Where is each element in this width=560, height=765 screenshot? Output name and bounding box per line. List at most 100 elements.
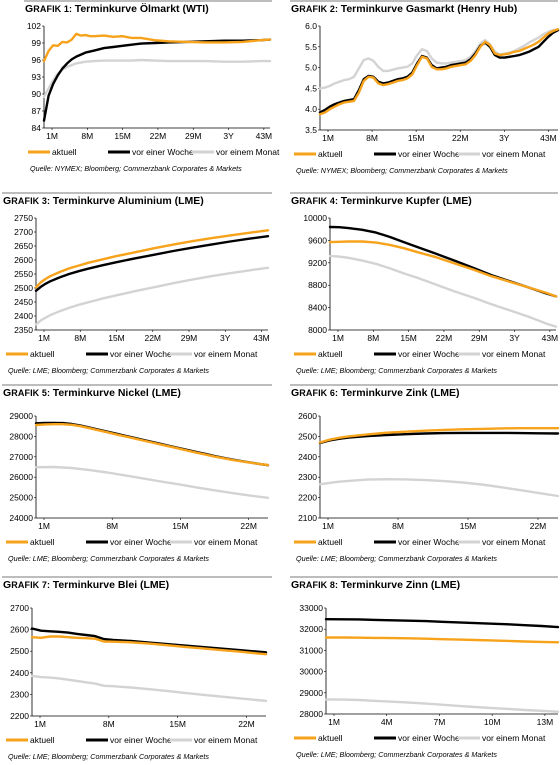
chart-number: GRAFIK 8:	[291, 579, 341, 591]
panel-header-rule	[2, 576, 272, 578]
series-line-vor-einem-monat	[328, 254, 558, 328]
y-tick-label: 2300	[298, 472, 317, 482]
y-tick-label: 5.5	[305, 42, 317, 52]
x-tick-label: 22M	[436, 333, 453, 343]
legend-label: vor einer Woche	[398, 349, 460, 359]
x-tick-label: 8M	[103, 719, 115, 729]
y-tick-label: 102	[27, 21, 41, 31]
chart-number: GRAFIK 4:	[291, 195, 341, 207]
y-tick-label: 2350	[14, 325, 33, 335]
chart-title: GRAFIK 2: Terminkurve Gasmarkt (Henry Hu…	[291, 3, 517, 15]
x-tick-label: 1M	[46, 131, 58, 141]
chart-title-text: Terminkurve Kupfer (LME)	[340, 195, 472, 207]
y-tick-label: 29000	[9, 411, 33, 421]
legend-label: vor einer Woche	[132, 147, 194, 157]
y-tick-label: 2400	[298, 452, 317, 462]
y-tick-label: 2500	[14, 283, 33, 293]
legend-label: aktuell	[30, 537, 55, 547]
x-tick-label: 8M	[81, 131, 93, 141]
series-line-vor-einer-woche	[34, 235, 270, 293]
x-tick-label: 8M	[106, 521, 118, 531]
x-tick-label: 29M	[181, 333, 198, 343]
x-tick-label: 3Y	[223, 131, 234, 141]
chart-number: GRAFIK 6:	[291, 387, 341, 399]
x-tick-label: 1M	[38, 521, 50, 531]
x-tick-label: 1M	[34, 719, 46, 729]
chart-title: GRAFIK 3: Terminkurve Aluminium (LME)	[3, 195, 204, 207]
chart-panel-aluminium: GRAFIK 3: Terminkurve Aluminium (LME) 235…	[2, 192, 272, 382]
series-line-aktuell	[318, 427, 560, 444]
x-tick-label: 15M	[408, 133, 425, 143]
x-tick-label: 43M	[542, 333, 559, 343]
x-tick-label: 8M	[367, 333, 379, 343]
legend-label: aktuell	[318, 149, 343, 159]
legend-label: aktuell	[318, 733, 343, 743]
series-line-aktuell	[318, 28, 560, 116]
x-tick-label: 29M	[471, 333, 488, 343]
series-line-aktuell	[34, 423, 270, 467]
chart-title: GRAFIK 5: Terminkurve Nickel (LME)	[3, 387, 181, 399]
chart-title-text: Terminkurve Nickel (LME)	[52, 387, 181, 399]
y-tick-label: 2650	[14, 241, 33, 251]
series-line-aktuell	[30, 635, 268, 656]
series-line-vor-einem-monat	[318, 28, 560, 90]
y-tick-label: 2400	[14, 311, 33, 321]
chart-number: GRAFIK 5:	[3, 387, 53, 399]
y-tick-label: 6.0	[305, 21, 317, 31]
y-tick-label: 2300	[10, 689, 29, 699]
x-tick-label: 22M	[240, 521, 257, 531]
legend-label: vor einem Monat	[216, 147, 280, 157]
y-tick-label: 2600	[10, 625, 29, 635]
y-tick-label: 84	[32, 123, 42, 133]
series-line-vor-einem-monat	[34, 266, 270, 326]
series-line-vor-einer-woche	[324, 618, 560, 629]
legend-label: vor einem Monat	[482, 733, 546, 743]
y-tick-label: 8400	[308, 303, 327, 313]
chart-title: GRAFIK 6: Terminkurve Zink (LME)	[291, 387, 460, 399]
legend-label: vor einem Monat	[482, 149, 546, 159]
legend-label: vor einem Monat	[482, 349, 546, 359]
legend-label: aktuell	[30, 735, 55, 745]
x-tick-label: 8M	[366, 133, 378, 143]
series-line-aktuell	[34, 229, 270, 289]
y-tick-label: 93	[32, 72, 42, 82]
x-tick-label: 22M	[530, 521, 547, 531]
chart-title-text: Terminkurve Blei (LME)	[52, 579, 170, 591]
panel-header-rule	[24, 0, 272, 2]
y-tick-label: 90	[32, 89, 42, 99]
y-tick-label: 28000	[9, 431, 33, 441]
y-tick-label: 2500	[298, 431, 317, 441]
series-line-vor-einem-monat	[42, 58, 272, 99]
chart-svg: 2350 2400 2450 2500 2550 2600 2650 2700 2750 1M 8M…	[6, 213, 270, 359]
y-tick-label: 2500	[10, 646, 29, 656]
x-tick-label: 43M	[256, 131, 273, 141]
x-tick-label: 1M	[328, 717, 340, 727]
y-tick-label: 2200	[298, 493, 317, 503]
y-tick-label: 99	[32, 38, 42, 48]
y-tick-label: 2750	[14, 213, 33, 223]
y-tick-label: 3.5	[305, 125, 317, 135]
legend-label: aktuell	[52, 147, 77, 157]
y-tick-label: 29000	[299, 688, 323, 698]
y-tick-label: 25000	[9, 493, 33, 503]
panel-header-rule	[290, 384, 558, 386]
chart-svg: 28000 29000 30000 31000 32000 33000 1M 4M 7M 10M 1…	[294, 603, 560, 743]
x-tick-label: 1M	[322, 133, 334, 143]
panel-header-rule	[290, 576, 558, 578]
y-tick-label: 4.0	[305, 104, 317, 114]
y-tick-label: 2600	[298, 411, 317, 421]
x-tick-label: 15M	[114, 131, 131, 141]
legend-label: vor einer Woche	[110, 537, 172, 547]
chart-title-text: Terminkurve Aluminium (LME)	[52, 195, 204, 207]
series-line-aktuell	[42, 32, 272, 63]
series-line-vor-einem-monat	[30, 674, 268, 703]
chart-number: GRAFIK 2:	[291, 3, 341, 15]
series-line-vor-einer-woche	[318, 431, 560, 445]
panel-header-rule	[2, 384, 272, 386]
chart-panel-zink: GRAFIK 6: Terminkurve Zink (LME) 2100 2200…	[290, 384, 560, 574]
y-tick-label: 33000	[299, 603, 323, 613]
chart-title: GRAFIK 8: Terminkurve Zinn (LME)	[291, 579, 460, 591]
panel-header-rule	[290, 192, 558, 194]
x-tick-label: 13M	[537, 717, 554, 727]
chart-title-text: Terminkurve Ölmarkt (WTI)	[74, 3, 209, 15]
